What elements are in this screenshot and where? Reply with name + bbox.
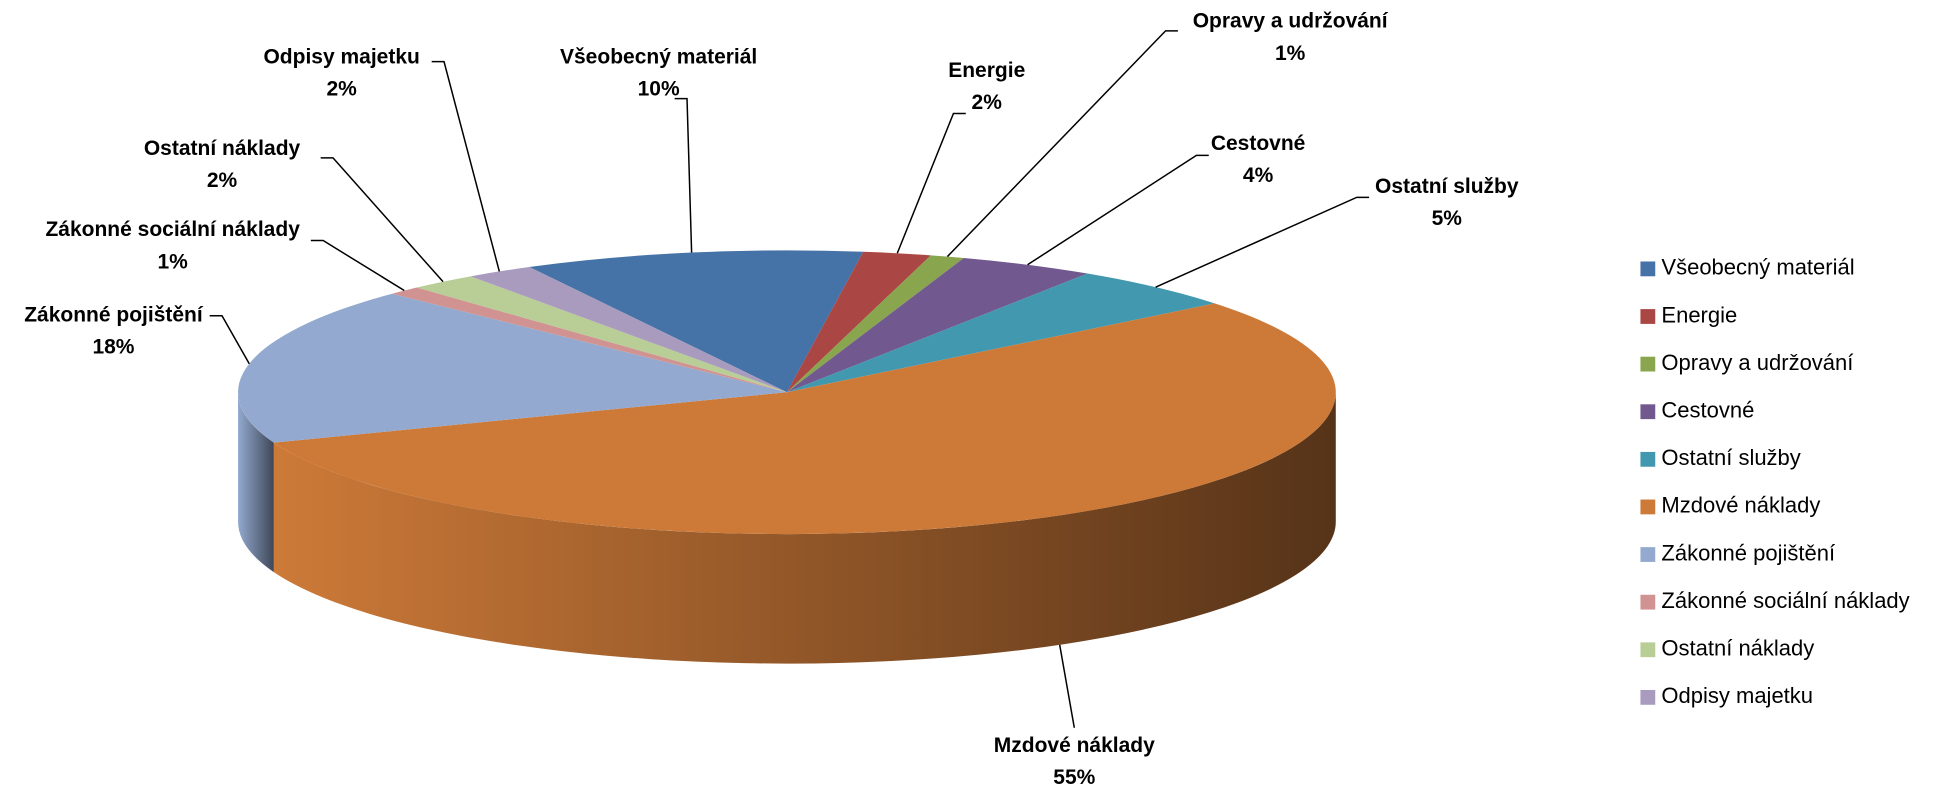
leader-line [209,315,250,365]
legend-swatch [1640,404,1656,420]
pie-side [238,392,274,573]
data-label-name: Ostatní služby [1375,175,1519,198]
legend-swatch [1640,547,1656,562]
legend-label: Ostatní služby [1661,445,1800,470]
legend-swatch [1640,356,1656,372]
pie-slice [786,251,931,393]
leader-line [674,97,693,253]
legend-swatch [1640,642,1656,658]
pie-slice [786,257,1088,393]
leader-line [1027,154,1209,266]
legend-swatch [1640,261,1656,277]
data-label-name: Ostatní náklady [144,137,301,160]
pie-slice [786,273,1215,393]
legend-swatch [1640,689,1656,705]
data-label-value: 2% [972,91,1003,114]
pie-slice [470,266,787,393]
data-label-name: Cestovné [1211,132,1306,155]
legend-swatch [1640,499,1656,515]
legend-label: Zákonné sociální náklady [1661,588,1909,613]
data-label-name: Zákonné pojištění [24,303,204,326]
leader-line [1155,196,1370,288]
legend-label: Energie [1661,302,1737,327]
leader-line [320,157,444,283]
pie-slice [786,255,964,393]
pie-slice [238,293,787,443]
data-label-name: Energie [948,59,1025,82]
pie-side [273,392,1336,664]
legend-label: Odpisy majetku [1661,683,1813,708]
data-label-name: Mzdové náklady [994,734,1155,757]
pie-slice [392,287,787,393]
data-label-value: 2% [326,78,357,101]
leader-line [310,239,405,292]
legend-label: Všeobecný materiál [1661,255,1854,280]
data-label-value: 1% [157,250,188,273]
leader-line [946,30,1178,258]
data-label-value: 1% [1275,42,1306,65]
data-label-name: Všeobecný materiál [560,46,757,69]
data-label-value: 2% [207,169,238,192]
data-label-value: 55% [1053,766,1095,789]
data-label-value: 10% [638,78,680,101]
legend-label: Opravy a udržování [1661,350,1853,375]
leader-line [1058,644,1076,728]
legend-swatch [1640,309,1656,324]
legend-swatch [1640,451,1656,467]
pie-slice [273,303,1336,535]
legend-label: Mzdové náklady [1661,493,1820,518]
data-label-name: Opravy a udržování [1193,10,1389,33]
pie-slice [416,276,787,393]
legend-swatch [1640,594,1656,610]
data-label-value: 5% [1432,207,1463,230]
data-label-value: 18% [92,335,134,358]
data-label-name: Zákonné sociální náklady [45,218,300,241]
legend-label: Ostatní náklady [1661,636,1814,661]
data-label-value: 4% [1243,164,1274,187]
legend-label: Zákonné pojištění [1661,540,1835,565]
pie-slice [529,250,864,393]
data-label-name: Odpisy majetku [263,46,419,69]
leader-line [431,60,501,272]
legend-label: Cestovné [1661,398,1754,423]
leader-line [896,112,966,254]
